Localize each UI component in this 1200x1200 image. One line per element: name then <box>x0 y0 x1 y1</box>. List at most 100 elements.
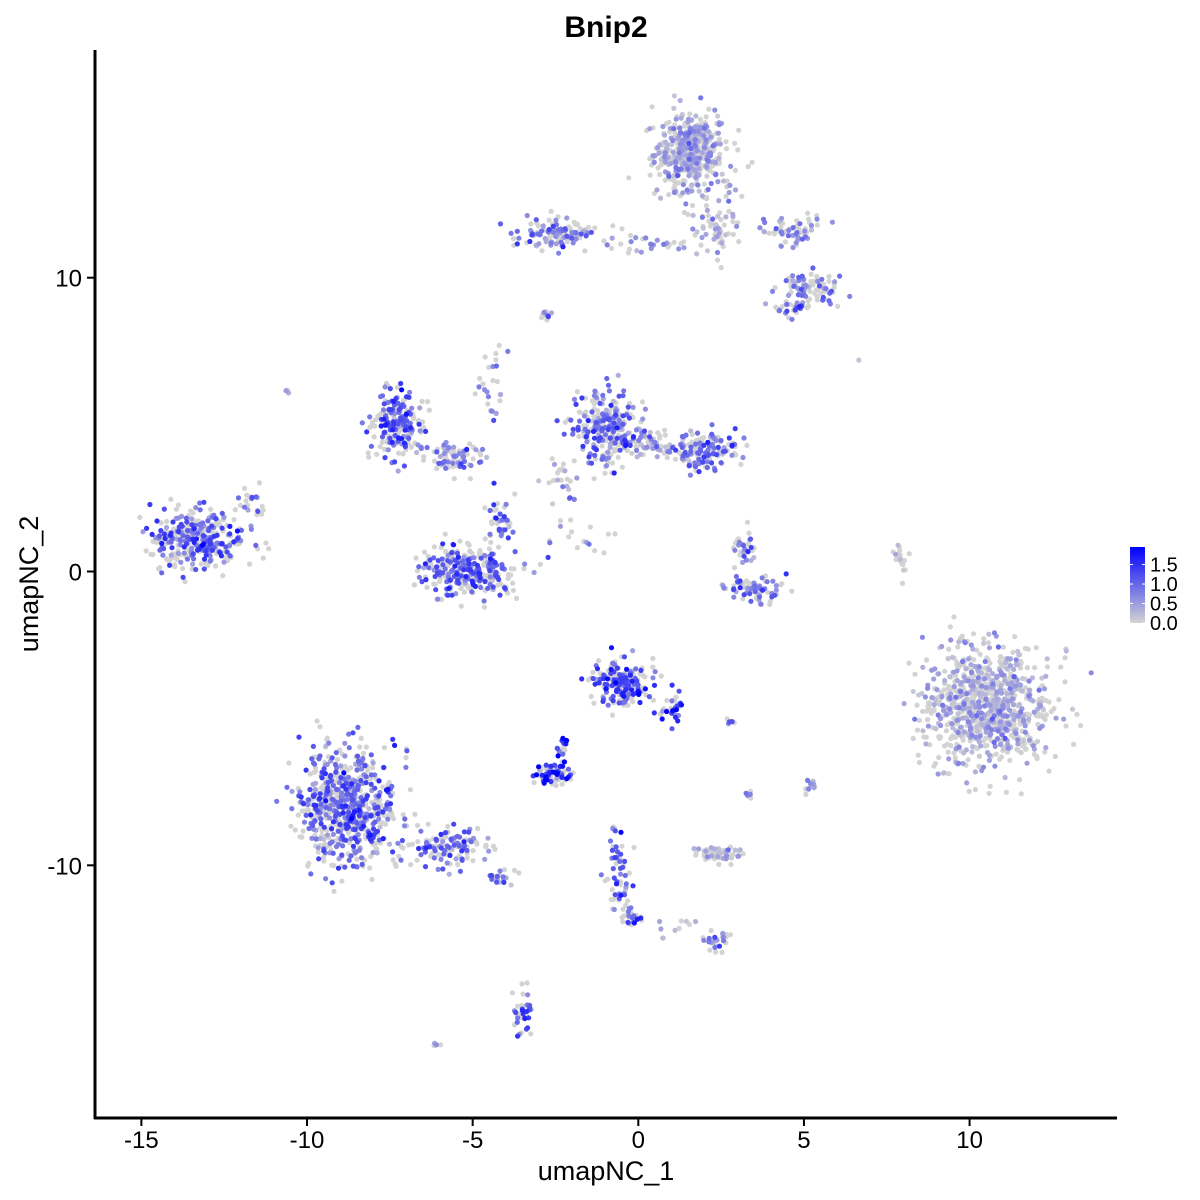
cell-point <box>748 544 754 551</box>
cell-point <box>1016 652 1022 658</box>
cell-point <box>1000 702 1006 709</box>
cell-point <box>490 584 496 590</box>
cell-point <box>424 584 430 591</box>
cell-point <box>622 437 628 443</box>
cell-point <box>336 856 342 862</box>
cell-point <box>568 417 574 423</box>
cell-point <box>344 767 351 773</box>
cell-point <box>312 786 318 792</box>
cell-point <box>609 847 616 853</box>
cell-point <box>313 836 319 842</box>
cell-point <box>338 775 344 781</box>
cell-point <box>660 708 666 714</box>
cell-point <box>564 776 570 782</box>
cell-point <box>952 755 958 761</box>
cell-point <box>1014 746 1020 752</box>
cell-point <box>149 531 155 538</box>
cell-point <box>516 235 522 241</box>
cell-point <box>347 840 353 846</box>
cell-point <box>987 660 993 666</box>
cell-point <box>335 828 341 834</box>
cell-point <box>982 658 988 665</box>
cell-point <box>994 689 1000 695</box>
cell-point <box>177 542 183 548</box>
cell-point <box>446 585 452 591</box>
cell-point <box>454 571 460 577</box>
cell-point <box>717 141 724 147</box>
cell-point <box>673 694 679 700</box>
cell-point <box>647 434 653 440</box>
cell-point <box>647 429 653 436</box>
cell-point <box>974 724 980 730</box>
cell-point <box>458 461 464 467</box>
cell-point <box>400 451 406 457</box>
cell-point <box>381 745 387 751</box>
cell-point <box>1015 713 1021 719</box>
cell-point <box>974 713 980 719</box>
cell-point <box>522 561 528 567</box>
cell-point <box>182 579 188 585</box>
cell-point <box>379 393 386 399</box>
cell-point <box>368 781 374 787</box>
cell-point <box>296 734 302 740</box>
cell-point <box>693 155 699 161</box>
cell-point <box>947 624 954 630</box>
cell-point <box>359 766 365 772</box>
cell-point <box>414 568 421 574</box>
cell-point <box>560 244 566 250</box>
cell-point <box>708 134 714 140</box>
cell-point <box>359 855 365 861</box>
cell-point <box>387 801 394 807</box>
cell-point <box>1004 691 1010 697</box>
cell-point <box>381 416 387 422</box>
cell-point <box>392 861 398 867</box>
cell-point <box>769 288 776 294</box>
cell-point <box>482 505 488 511</box>
cell-point <box>624 666 630 672</box>
cell-point <box>560 461 567 467</box>
cell-point <box>698 448 704 454</box>
cell-point <box>923 734 929 740</box>
cell-point <box>670 137 676 144</box>
cell-point <box>1043 745 1049 751</box>
cell-point <box>324 761 330 768</box>
colorbar-tick-label: 0.0 <box>1150 613 1178 635</box>
cell-point <box>727 182 733 188</box>
cell-point <box>401 463 407 469</box>
cell-point <box>969 732 975 738</box>
cell-point <box>451 542 457 548</box>
cell-point <box>407 787 413 793</box>
cell-point <box>701 125 708 131</box>
cell-point <box>622 872 628 879</box>
cell-point <box>333 769 339 775</box>
cell-point <box>330 783 336 789</box>
cell-point <box>630 404 636 410</box>
cell-point <box>706 935 712 942</box>
cell-point <box>458 603 464 609</box>
cell-point <box>311 793 317 800</box>
cell-point <box>633 235 639 241</box>
cell-point <box>309 835 315 841</box>
cell-point <box>969 744 976 750</box>
cell-point <box>340 783 346 789</box>
cell-point <box>715 213 721 219</box>
cell-point <box>326 740 332 746</box>
cell-point <box>189 522 195 528</box>
cell-point <box>547 540 553 546</box>
cell-point <box>144 525 150 531</box>
cell-point <box>795 292 802 298</box>
cell-point <box>1040 714 1046 720</box>
cell-point <box>468 462 474 469</box>
cell-point <box>378 423 384 429</box>
cell-point <box>1033 645 1039 651</box>
cell-point <box>963 666 969 672</box>
cell-point <box>355 724 361 731</box>
cell-point <box>623 881 629 887</box>
cell-point <box>380 407 387 413</box>
cell-point <box>348 816 355 822</box>
cell-point <box>469 589 475 595</box>
cell-point <box>597 435 604 441</box>
cell-point <box>610 398 616 404</box>
cell-point <box>194 530 201 536</box>
cell-point <box>620 421 626 427</box>
